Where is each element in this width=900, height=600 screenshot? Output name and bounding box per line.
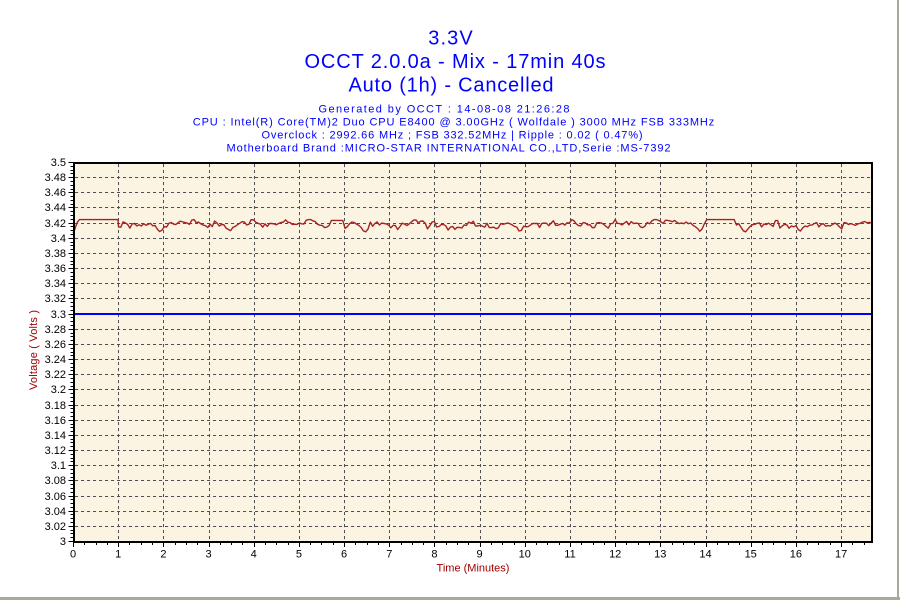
svg-text:OCCT 2.0.0a - Mix - 17min 40s: OCCT 2.0.0a - Mix - 17min 40s [305,51,606,73]
svg-text:3.2: 3.2 [51,384,66,396]
svg-text:3.26: 3.26 [45,339,66,351]
svg-text:3.28: 3.28 [45,324,66,336]
svg-text:3: 3 [205,549,211,561]
svg-text:9: 9 [477,549,483,561]
svg-text:5: 5 [296,549,302,561]
svg-text:16: 16 [790,549,802,561]
svg-text:3.22: 3.22 [45,369,66,381]
svg-text:3.36: 3.36 [45,263,66,275]
svg-text:17: 17 [835,549,847,561]
svg-text:14: 14 [699,549,711,561]
svg-text:3.32: 3.32 [45,293,66,305]
svg-text:3.38: 3.38 [45,248,66,260]
svg-text:4: 4 [251,549,257,561]
svg-text:1: 1 [115,549,121,561]
svg-text:CPU : Intel(R) Core(TM)2 Duo C: CPU : Intel(R) Core(TM)2 Duo CPU E8400 @… [193,117,715,129]
svg-text:11: 11 [564,549,575,561]
svg-text:3.24: 3.24 [45,354,66,366]
svg-text:3: 3 [60,536,66,548]
svg-text:3.3: 3.3 [51,309,66,321]
svg-text:3.16: 3.16 [45,415,66,427]
svg-text:8: 8 [431,549,437,561]
svg-text:3.12: 3.12 [45,445,66,457]
svg-text:3.44: 3.44 [45,202,66,214]
svg-text:13: 13 [654,549,666,561]
svg-text:3.42: 3.42 [45,218,66,230]
svg-text:3.02: 3.02 [45,521,66,533]
svg-text:10: 10 [519,549,531,561]
svg-text:3.14: 3.14 [45,430,66,442]
svg-text:3.1: 3.1 [51,460,66,472]
svg-text:6: 6 [341,549,347,561]
svg-text:0: 0 [70,549,76,561]
svg-text:Time (Minutes): Time (Minutes) [437,563,510,575]
svg-text:3.18: 3.18 [45,400,66,412]
svg-text:3.5: 3.5 [51,157,66,169]
svg-text:3.34: 3.34 [45,278,66,290]
svg-text:3.46: 3.46 [45,187,66,199]
svg-text:2: 2 [160,549,166,561]
svg-text:7: 7 [386,549,392,561]
svg-text:3.08: 3.08 [45,475,66,487]
svg-text:12: 12 [609,549,621,561]
svg-text:Auto (1h) - Cancelled: Auto (1h) - Cancelled [349,74,554,96]
svg-text:Overclock : 2992.66 MHz ; FSB: Overclock : 2992.66 MHz ; FSB 332.52MHz … [262,130,643,142]
svg-text:15: 15 [745,549,757,561]
svg-text:3.04: 3.04 [45,506,66,518]
svg-text:3.3V: 3.3V [428,28,473,50]
svg-text:Generated by OCCT : 14-08-08 2: Generated by OCCT : 14-08-08 21:26:28 [319,104,570,116]
svg-text:3.4: 3.4 [51,233,66,245]
svg-text:Voltage ( Volts ): Voltage ( Volts ) [28,310,40,390]
svg-text:Motherboard Brand :MICRO-STAR: Motherboard Brand :MICRO-STAR INTERNATIO… [227,143,671,155]
svg-text:3.06: 3.06 [45,491,66,503]
svg-text:3.48: 3.48 [45,172,66,184]
